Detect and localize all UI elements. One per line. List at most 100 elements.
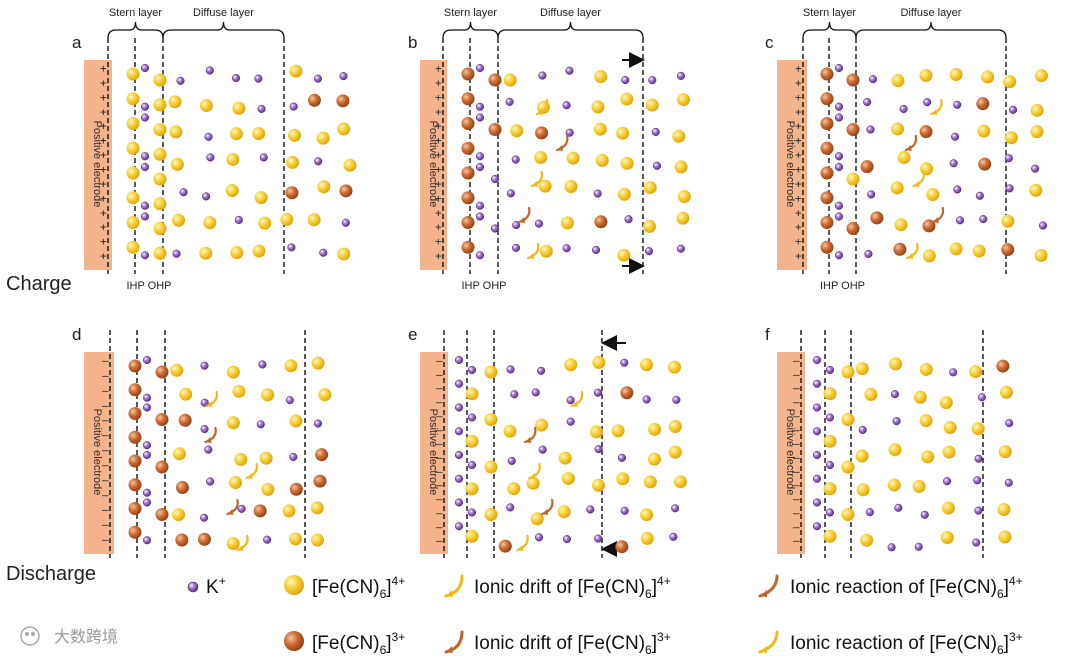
k-ion [642, 395, 651, 404]
fe4-ion [337, 247, 351, 261]
fe4-ion [530, 512, 544, 526]
svg-text:+: + [100, 221, 107, 234]
fe3-ion [860, 160, 874, 174]
fe3-ion [128, 454, 142, 468]
fe4-ion [855, 362, 869, 376]
k-ion [475, 102, 485, 111]
fe4-ion [620, 92, 634, 106]
k-ion [538, 445, 547, 454]
fe4-ion [153, 197, 167, 211]
fe4-ion [620, 156, 634, 170]
fe4-ion [592, 355, 606, 369]
fe4-ion [890, 181, 904, 195]
svg-text:–: – [793, 479, 800, 492]
svg-text:–: – [102, 354, 109, 367]
svg-text:–: – [102, 488, 109, 501]
fe4-ion [258, 216, 272, 230]
fe4-ion [172, 508, 186, 522]
fe4-ion [284, 359, 298, 373]
k-ion [949, 159, 958, 168]
fe4-ion [307, 213, 321, 227]
fe4-ion [998, 445, 1012, 459]
fe4-ion [677, 190, 691, 204]
fe4-ion [672, 129, 686, 143]
k-ion [475, 212, 485, 221]
k-ion [887, 543, 896, 552]
svg-text:–: – [436, 479, 443, 492]
svg-text:+: + [435, 250, 442, 263]
fe4-ion [282, 504, 296, 518]
fe3-ion [461, 92, 475, 106]
k-ion [617, 453, 627, 462]
fe4-ion [153, 73, 167, 87]
k-ion [812, 355, 822, 365]
svg-text:+: + [435, 221, 442, 234]
k-ion [475, 113, 485, 122]
fe4-ion [1034, 248, 1048, 262]
fe4-ion [203, 216, 217, 230]
k-ion [475, 251, 485, 260]
fe4-ion [199, 246, 213, 260]
k-ion [237, 504, 246, 513]
fe4-ion [535, 418, 549, 432]
k-ion [490, 174, 500, 184]
fe4-ion [1004, 131, 1018, 145]
k-ion [975, 191, 984, 200]
fe4-ion [888, 443, 902, 457]
fe4-ion [998, 530, 1012, 544]
svg-text:+: + [100, 91, 107, 104]
k-ion [812, 522, 822, 531]
fe3-ion [820, 92, 834, 106]
fe3-ion [128, 383, 142, 397]
fe4-ion [316, 131, 330, 145]
fe4-ion [589, 425, 603, 439]
fe4-ion [226, 152, 240, 166]
fe4-ion [926, 187, 940, 201]
fe4-ion [977, 124, 991, 138]
fe4-ion [639, 358, 653, 372]
ihp-ohp-label: IHP OHP [820, 280, 865, 292]
positive-electrode [777, 60, 807, 270]
diffuse-layer-label: Diffuse layer [901, 7, 962, 19]
fe3-ion [1001, 243, 1015, 257]
fe3-ion [846, 222, 860, 235]
stern-brace [802, 21, 857, 39]
k-ion [140, 162, 150, 172]
svg-text:–: – [793, 423, 800, 436]
k-ion [565, 66, 574, 75]
electrode-label: Positive electrode [91, 409, 103, 496]
fe3-ion [285, 186, 299, 200]
fe4-ion [999, 385, 1013, 399]
stern-layer-label: Stern layer [444, 7, 498, 19]
fe4-ion [261, 482, 275, 496]
k-ion [974, 506, 983, 515]
fe4-ion [919, 414, 933, 428]
fe4-ion [288, 128, 302, 142]
fe4-ion [252, 127, 266, 141]
svg-text:–: – [102, 503, 109, 516]
svg-text:–: – [436, 368, 443, 381]
watermark: 大数跨境 [20, 626, 118, 646]
fe4-ion [647, 452, 661, 466]
legend-fe3-label: [Fe(CN)6]3+ [312, 630, 405, 657]
k-ion [179, 188, 188, 197]
k-ion [454, 450, 464, 460]
fe4-ion [855, 449, 869, 463]
fe4-ion [889, 357, 903, 371]
k-ion [140, 152, 150, 161]
legend-fe4-marker [284, 575, 304, 595]
fe4-ion [856, 483, 870, 497]
fe3-ion [339, 184, 353, 198]
svg-text:+: + [795, 76, 802, 89]
k-ion [648, 76, 657, 85]
k-ion [644, 247, 654, 256]
k-ion [531, 388, 540, 397]
fe4-ion [823, 434, 837, 448]
fe4-ion [668, 419, 682, 433]
fe4-ion [199, 98, 213, 112]
k-ion [172, 249, 181, 258]
k-ion [490, 224, 500, 233]
fe4-ion [503, 73, 517, 87]
fe4-ion [642, 219, 656, 233]
